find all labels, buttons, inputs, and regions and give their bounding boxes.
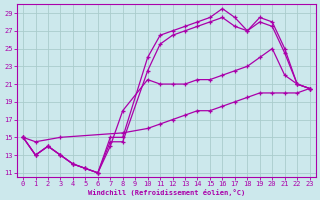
- X-axis label: Windchill (Refroidissement éolien,°C): Windchill (Refroidissement éolien,°C): [88, 189, 245, 196]
